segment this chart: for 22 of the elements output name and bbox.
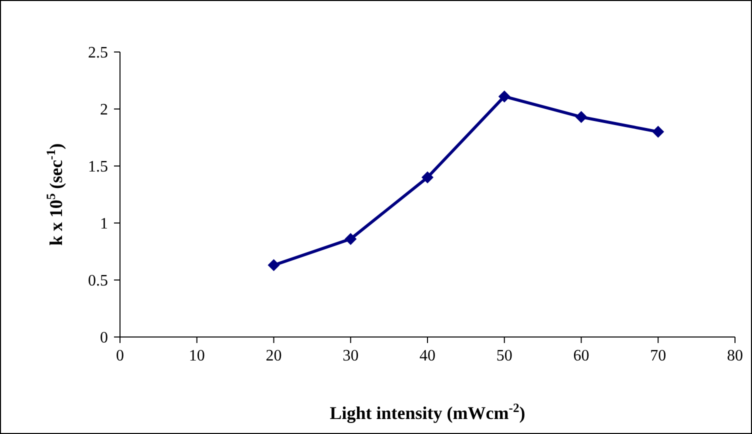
- x-tick-label: 80: [727, 347, 743, 364]
- y-tick-label: 2: [100, 102, 108, 119]
- x-axis-title: Light intensity (mWcm$^{-2}$): [330, 401, 526, 423]
- x-tick-label: 50: [496, 347, 512, 364]
- y-tick-label: 1: [100, 216, 108, 233]
- point: [575, 110, 588, 123]
- x-tick-label: 20: [266, 347, 282, 364]
- y-tick-label: 0: [100, 330, 108, 347]
- y-tick-label: 0.5: [88, 272, 108, 290]
- point: [652, 126, 664, 138]
- y-tick-label: 1.5: [88, 158, 108, 176]
- x-tick-label: 30: [342, 347, 359, 364]
- x-tick-label: 0: [116, 347, 124, 364]
- point: [268, 259, 280, 272]
- x-tick-label: 60: [573, 347, 590, 364]
- y-tick-label: 2.5: [88, 44, 108, 62]
- x-tick-label: 70: [650, 347, 666, 364]
- point: [422, 171, 434, 184]
- x-tick-label: 40: [420, 347, 436, 364]
- x-tick-label: 10: [188, 347, 205, 364]
- point: [344, 232, 357, 245]
- point: [498, 90, 510, 102]
